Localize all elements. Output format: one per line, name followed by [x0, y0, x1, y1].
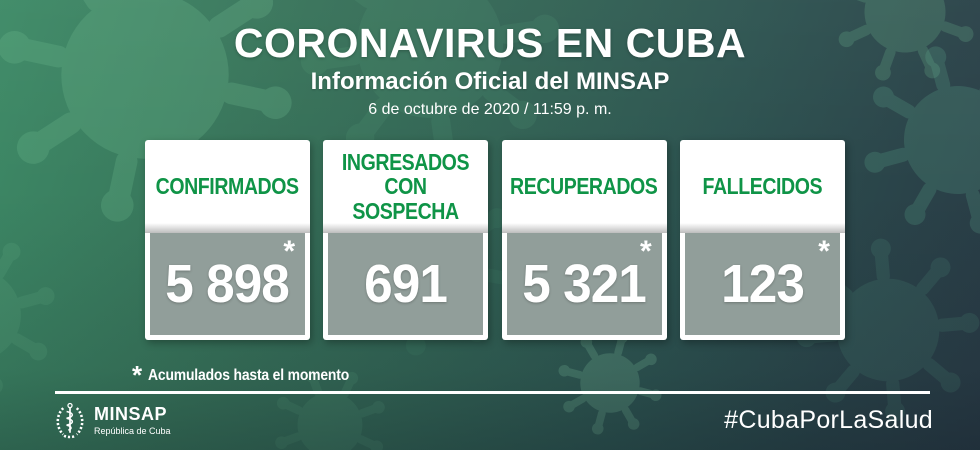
page-subtitle: Información Oficial del MINSAP [310, 68, 670, 95]
stat-card-value-panel: 691 [328, 233, 484, 335]
stat-card-label-text: FALLECIDOS [702, 173, 823, 200]
stat-card-label: RECUPERADOS [501, 140, 667, 233]
campaign-hashtag: #CubaPorLaSalud [724, 406, 933, 434]
stat-card-label: INGRESADOS CON SOSPECHA [323, 140, 489, 233]
footer-divider-line [55, 391, 930, 394]
minsap-emblem-icon [53, 400, 87, 440]
minsap-logo-subtitle: República de Cuba [94, 425, 171, 436]
stat-cards-row: CONFIRMADOS * 5 898 INGRESADOS CON SOSPE… [145, 140, 845, 340]
stat-card-fallecidos: FALLECIDOS * 123 [679, 140, 845, 340]
stat-card-label-text: CONFIRMADOS [155, 173, 300, 200]
stat-card-label-text: RECUPERADOS [510, 173, 658, 200]
stat-card-value-panel: * 5 898 [150, 233, 305, 335]
stat-card-recuperados: RECUPERADOS * 5 321 [501, 140, 667, 340]
stat-card-value: 5 321 [522, 254, 647, 314]
minsap-logo-text: MINSAP República de Cuba [94, 405, 171, 436]
footnote-text: Acumulados hasta el momento [148, 367, 350, 384]
stat-card-label: CONFIRMADOS [145, 140, 310, 233]
stat-card-value: 123 [721, 254, 805, 314]
accumulated-asterisk: * [283, 235, 295, 268]
stat-card-ingresados: INGRESADOS CON SOSPECHA 691 [323, 140, 489, 340]
header: CORONAVIRUS EN CUBA Información Oficial … [0, 20, 980, 119]
stat-card-value-panel: * 5 321 [506, 233, 662, 335]
stat-card-confirmados: CONFIRMADOS * 5 898 [145, 140, 310, 340]
footnote: * Acumulados hasta el momento [132, 360, 379, 391]
stat-card-value: 691 [364, 254, 448, 314]
footnote-asterisk: * [132, 360, 143, 390]
minsap-logo-name: MINSAP [94, 403, 168, 424]
stat-card-value-panel: * 123 [684, 233, 840, 335]
page-title: CORONAVIRUS EN CUBA [233, 20, 747, 66]
accumulated-asterisk: * [818, 235, 830, 268]
stat-card-label: FALLECIDOS [679, 140, 845, 233]
stat-card-value: 5 898 [165, 254, 291, 314]
minsap-logo: MINSAP República de Cuba [53, 400, 171, 440]
stat-card-label-text: INGRESADOS CON SOSPECHA [342, 149, 470, 224]
report-date: 6 de octubre de 2020 / 11:59 p. m. [368, 101, 612, 118]
accumulated-asterisk: * [639, 235, 652, 268]
